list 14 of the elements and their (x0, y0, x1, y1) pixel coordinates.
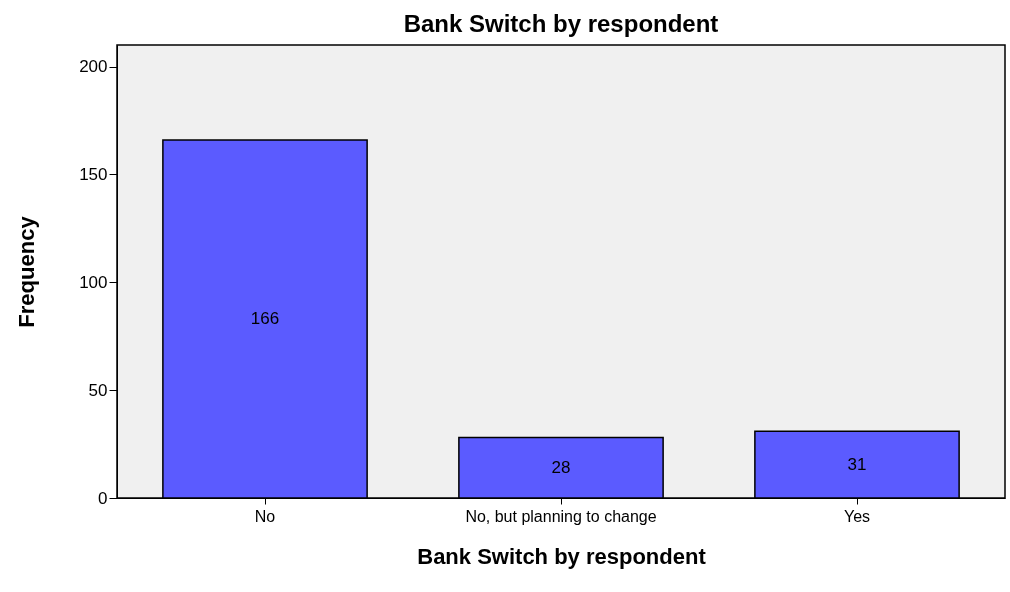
y-tick-label: 100 (79, 272, 108, 292)
chart-title: Bank Switch by respondent (403, 10, 719, 37)
data-label: 166 (250, 308, 280, 328)
y-tick-label: 150 (79, 164, 108, 184)
x-tick-label: No, but planning to change (465, 507, 657, 525)
data-label: 28 (551, 457, 571, 477)
x-tick-label: Yes (843, 507, 871, 525)
y-tick-label: 50 (88, 380, 108, 400)
x-axis-title: Bank Switch by respondent (417, 543, 707, 569)
y-tick-label: 0 (98, 488, 108, 508)
y-tick-label: 200 (79, 57, 108, 77)
data-label: 31 (847, 454, 867, 474)
y-axis-title: Frequency (14, 215, 40, 328)
x-tick-label: No (254, 507, 276, 525)
